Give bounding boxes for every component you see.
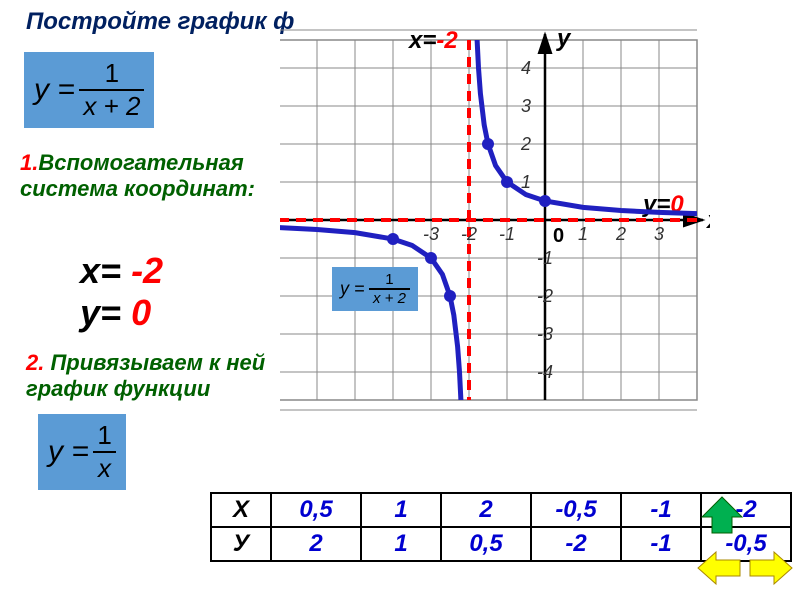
page-title: Постройте график ф xyxy=(26,8,294,36)
formula-main-box: y = 1 x + 2 xyxy=(24,52,154,128)
aux-y-value: 0 xyxy=(131,292,151,333)
step2-text: Привязываем к ней график функции xyxy=(26,350,265,401)
table-row-label: X xyxy=(211,493,271,527)
formula2-lhs: y = xyxy=(48,435,89,468)
table-cell: -1 xyxy=(621,527,701,561)
table-cell: 2 xyxy=(441,493,531,527)
table-cell: 0,5 xyxy=(271,493,361,527)
table-cell: 0,5 xyxy=(441,527,531,561)
svg-text:0: 0 xyxy=(553,225,564,247)
svg-text:x=-2: x=-2 xyxy=(407,27,458,54)
aux-y-label: y= xyxy=(80,292,121,333)
formula-small-lhs: y = xyxy=(340,279,365,299)
formula-main-num: 1 xyxy=(79,58,144,91)
table-cell: -0,5 xyxy=(531,493,621,527)
formula-small-box: y = 1 x + 2 xyxy=(332,267,418,311)
svg-text:-2: -2 xyxy=(537,286,553,306)
formula-main-lhs: y = xyxy=(34,73,75,106)
svg-text:-1: -1 xyxy=(537,248,553,268)
svg-text:3: 3 xyxy=(654,224,664,244)
table-cell: 1 xyxy=(361,527,441,561)
svg-text:-2: -2 xyxy=(461,224,477,244)
formula-small-num: 1 xyxy=(369,271,410,290)
svg-text:4: 4 xyxy=(521,58,531,78)
svg-text:3: 3 xyxy=(521,96,531,116)
nav-prev-button[interactable] xyxy=(696,550,742,586)
svg-text:-3: -3 xyxy=(423,224,439,244)
formula2-box: y = 1 x xyxy=(38,414,126,490)
formula-small-den: x + 2 xyxy=(369,290,410,307)
svg-text:1: 1 xyxy=(578,224,588,244)
function-chart: -3-2-11231234-1-2-3-40yxx=-2y=0 xyxy=(280,10,710,430)
aux-x-value: -2 xyxy=(131,250,163,291)
nav-next-button[interactable] xyxy=(748,550,794,586)
table-row-label: У xyxy=(211,527,271,561)
aux-x-label: x= xyxy=(80,250,121,291)
table-cell: 1 xyxy=(361,493,441,527)
table-cell: 2 xyxy=(271,527,361,561)
svg-text:-4: -4 xyxy=(537,362,553,382)
svg-text:-3: -3 xyxy=(537,324,553,344)
svg-text:x: x xyxy=(705,207,710,234)
nav-up-button[interactable] xyxy=(700,495,744,535)
svg-text:2: 2 xyxy=(520,134,531,154)
formula-main-den: x + 2 xyxy=(79,91,144,122)
formula2-num: 1 xyxy=(93,420,115,453)
svg-text:2: 2 xyxy=(615,224,626,244)
table-cell: -1 xyxy=(621,493,701,527)
svg-text:y: y xyxy=(556,25,572,52)
step2-num: 2. xyxy=(26,350,44,375)
svg-text:1: 1 xyxy=(521,172,531,192)
svg-text:-1: -1 xyxy=(499,224,515,244)
formula2-den: x xyxy=(93,453,115,484)
table-cell: -2 xyxy=(531,527,621,561)
aux-heading: Вспомогательная система координат: xyxy=(20,150,255,201)
aux-heading-num: 1. xyxy=(20,150,38,175)
